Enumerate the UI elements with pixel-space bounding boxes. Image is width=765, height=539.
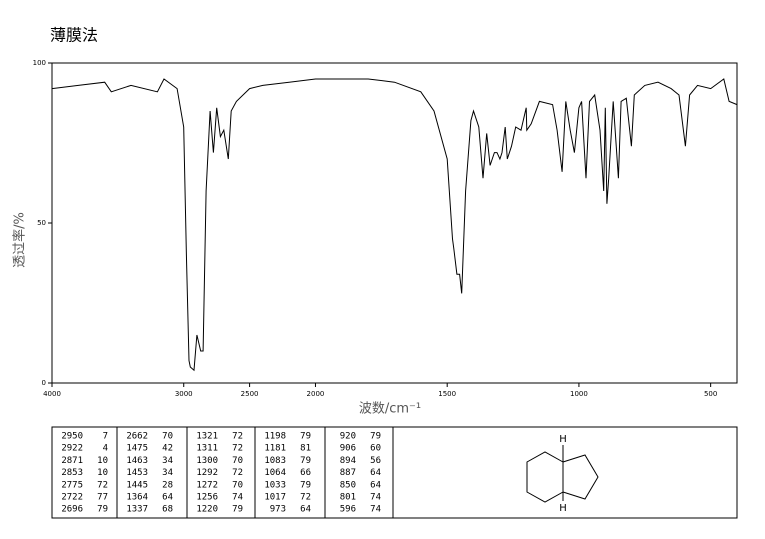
peak-transmittance: 79: [232, 505, 243, 515]
peak-wavenumber: 596: [340, 505, 356, 515]
peak-wavenumber: 1272: [196, 480, 218, 490]
y-tick-label: 50: [37, 219, 46, 227]
peak-wavenumber: 2662: [126, 432, 148, 442]
y-tick-label: 0: [42, 379, 46, 387]
peak-wavenumber: 1064: [264, 468, 286, 478]
x-tick-label: 2500: [241, 390, 259, 398]
peak-transmittance: 72: [232, 468, 243, 478]
peak-wavenumber: 2696: [61, 505, 83, 515]
x-tick-label: 1500: [438, 390, 456, 398]
peak-wavenumber: 906: [340, 444, 356, 454]
pentagon-ring: [562, 454, 599, 500]
peak-transmittance: 79: [300, 432, 311, 442]
peak-transmittance: 60: [370, 444, 381, 454]
x-tick-label: 4000: [43, 390, 61, 398]
peak-transmittance: 81: [300, 444, 311, 454]
peak-transmittance: 79: [300, 456, 311, 466]
peak-transmittance: 74: [232, 493, 243, 503]
peak-wavenumber: 1453: [126, 468, 148, 478]
peak-transmittance: 42: [162, 444, 173, 454]
peak-wavenumber: 1321: [196, 432, 218, 442]
x-axis-label: 波数/cm⁻¹: [359, 402, 421, 417]
atom-label: H: [559, 434, 567, 445]
peak-wavenumber: 1220: [196, 505, 218, 515]
peak-transmittance: 70: [232, 456, 243, 466]
peak-wavenumber: 1311: [196, 444, 218, 454]
spectrum-line: [51, 78, 738, 372]
peak-wavenumber: 887: [340, 468, 356, 478]
atom-label: H: [559, 503, 567, 514]
peak-wavenumber: 894: [340, 456, 356, 466]
peak-transmittance: 68: [162, 505, 173, 515]
peak-wavenumber: 1364: [126, 493, 148, 503]
peak-transmittance: 66: [300, 468, 311, 478]
peak-wavenumber: 1475: [126, 444, 148, 454]
x-tick-label: 1000: [570, 390, 588, 398]
peak-wavenumber: 1445: [126, 480, 148, 490]
peak-wavenumber: 2775: [61, 480, 83, 490]
peak-transmittance: 7: [103, 432, 108, 442]
peak-transmittance: 79: [370, 432, 381, 442]
peak-transmittance: 77: [97, 493, 108, 503]
x-tick-label: 500: [704, 390, 717, 398]
peak-wavenumber: 2922: [61, 444, 83, 454]
peak-wavenumber: 850: [340, 480, 356, 490]
peak-transmittance: 64: [162, 493, 173, 503]
peak-transmittance: 70: [162, 432, 173, 442]
x-tick-label: 2000: [307, 390, 325, 398]
peak-transmittance: 56: [370, 456, 381, 466]
peak-transmittance: 70: [232, 480, 243, 490]
peak-wavenumber: 973: [270, 505, 286, 515]
peak-transmittance: 34: [162, 468, 173, 478]
peak-transmittance: 10: [97, 456, 108, 466]
peak-wavenumber: 1017: [264, 493, 286, 503]
peak-wavenumber: 2950: [61, 432, 83, 442]
peak-wavenumber: 2722: [61, 493, 83, 503]
structure: [526, 445, 599, 503]
peak-transmittance: 74: [370, 505, 381, 515]
peak-wavenumber: 1300: [196, 456, 218, 466]
peak-transmittance: 72: [97, 480, 108, 490]
peak-transmittance: 34: [162, 456, 173, 466]
peak-wavenumber: 1198: [264, 432, 286, 442]
peak-wavenumber: 1256: [196, 493, 218, 503]
table-frame: [51, 426, 738, 519]
peak-transmittance: 64: [370, 480, 381, 490]
peak-wavenumber: 920: [340, 432, 356, 442]
peak-wavenumber: 1083: [264, 456, 286, 466]
peak-wavenumber: 1463: [126, 456, 148, 466]
peak-transmittance: 10: [97, 468, 108, 478]
chart-title: 薄膜法: [50, 26, 98, 45]
peak-transmittance: 74: [370, 493, 381, 503]
peak-wavenumber: 1337: [126, 505, 148, 515]
peak-transmittance: 79: [97, 505, 108, 515]
peak-wavenumber: 1181: [264, 444, 286, 454]
peak-transmittance: 72: [232, 432, 243, 442]
peak-wavenumber: 2853: [61, 468, 83, 478]
peak-wavenumber: 1033: [264, 480, 286, 490]
peak-transmittance: 4: [103, 444, 108, 454]
x-tick-label: 3000: [175, 390, 193, 398]
peak-transmittance: 79: [300, 480, 311, 490]
peak-transmittance: 64: [370, 468, 381, 478]
peak-transmittance: 28: [162, 480, 173, 490]
peak-wavenumber: 1292: [196, 468, 218, 478]
peak-transmittance: 64: [300, 505, 311, 515]
peak-transmittance: 72: [300, 493, 311, 503]
peak-wavenumber: 2871: [61, 456, 83, 466]
y-tick-label: 100: [33, 59, 46, 67]
peak-transmittance: 72: [232, 444, 243, 454]
peak-wavenumber: 801: [340, 493, 356, 503]
y-axis-label: 透过率/%: [12, 212, 28, 268]
